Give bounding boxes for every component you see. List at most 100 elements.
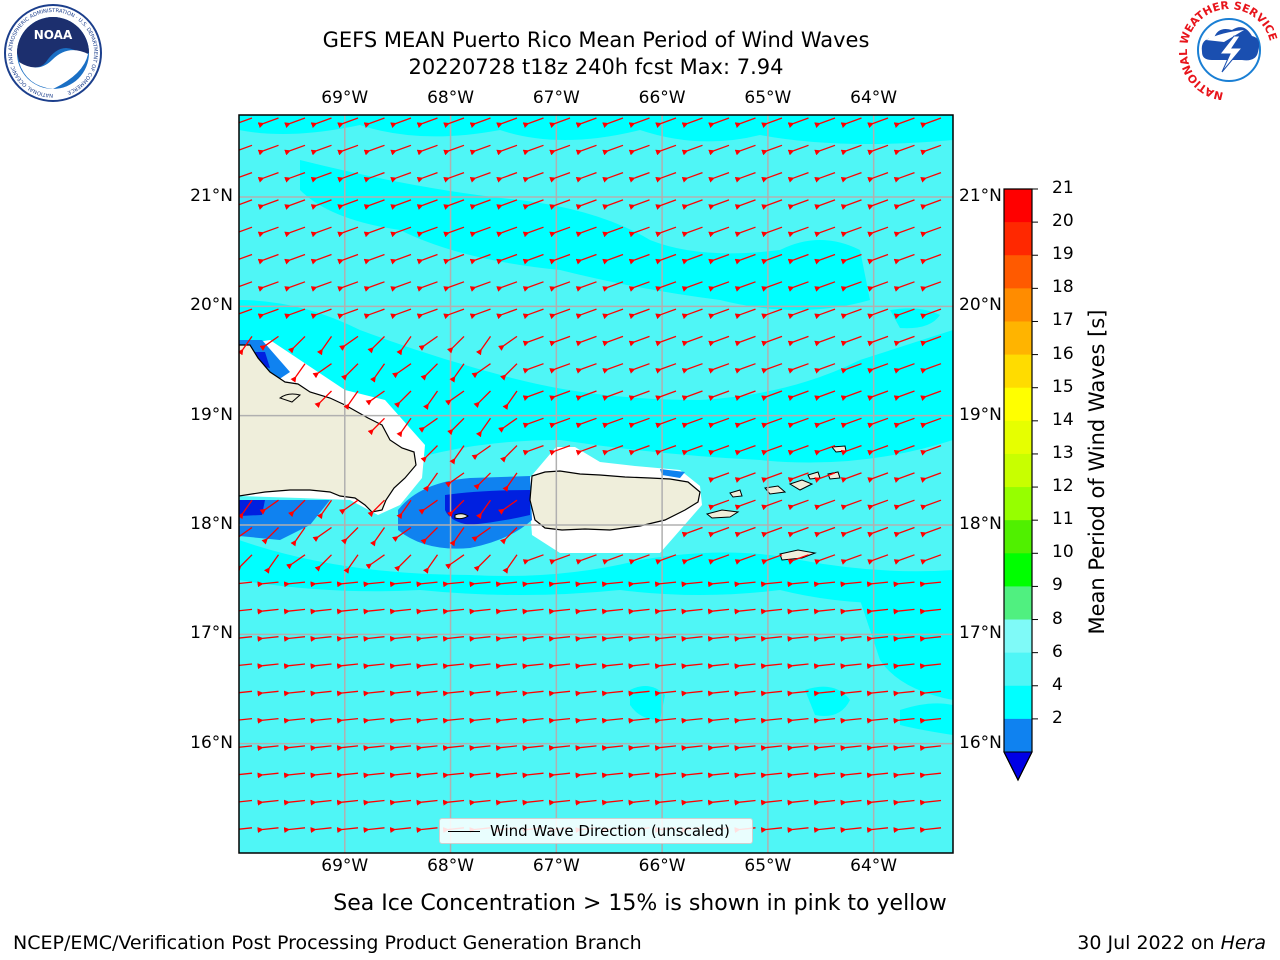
wave-direction-arrow (840, 171, 862, 183)
colorbar-swatch (1004, 288, 1032, 322)
wave-direction-arrow (469, 171, 491, 183)
wave-direction-arrow (787, 444, 809, 456)
wave-direction-arrow (522, 772, 544, 779)
wave-direction-arrow (866, 581, 889, 588)
wave-direction-arrow (363, 717, 385, 724)
wave-direction-arrow (787, 635, 809, 642)
wave-direction-arrow (239, 636, 253, 639)
wave-direction-arrow (475, 417, 492, 438)
wave-direction-arrow (442, 717, 465, 724)
footer-date: 30 Jul 2022 on Hera (1077, 932, 1266, 954)
wave-direction-arrow (707, 635, 730, 642)
colorbar-swatch (1004, 354, 1032, 389)
wave-direction-arrow (496, 253, 518, 265)
wave-direction-arrow (469, 717, 491, 724)
wave-direction-arrow (734, 363, 756, 374)
wave-direction-arrow (310, 253, 332, 265)
wave-direction-arrow (469, 663, 491, 670)
wave-direction-arrow (416, 745, 438, 752)
wave-direction-arrow (602, 417, 624, 429)
wave-direction-arrow (655, 363, 677, 374)
wave-direction-arrow (761, 526, 783, 538)
wave-direction-arrow (920, 499, 942, 511)
wave-direction-arrow (496, 171, 518, 183)
wave-direction-arrow (442, 799, 465, 806)
wave-direction-arrow (369, 363, 386, 383)
wave-direction-arrow (708, 117, 730, 129)
wave-direction-arrow (443, 308, 465, 320)
wave-direction-arrow (814, 526, 836, 538)
st-john-island (788, 479, 814, 491)
wave-direction-arrow (628, 117, 650, 129)
wave-direction-arrow (310, 581, 332, 588)
wave-direction-arrow (840, 281, 862, 292)
wave-direction-arrow (893, 171, 915, 183)
wave-direction-arrow (314, 390, 332, 408)
wave-direction-arrow (473, 390, 491, 408)
wave-direction-arrow (628, 690, 650, 697)
wave-direction-arrow (601, 745, 624, 752)
wave-direction-arrow (681, 390, 703, 402)
wave-direction-arrow (814, 390, 836, 402)
wave-direction-arrow (502, 554, 518, 574)
wave-direction-arrow (416, 308, 438, 320)
wave-direction-arrow (447, 335, 465, 354)
wave-direction-arrow (628, 444, 650, 456)
wave-direction-arrow (681, 554, 703, 565)
wave-direction-arrow (284, 226, 306, 238)
wave-direction-arrow (787, 799, 809, 806)
wave-direction-arrow (760, 663, 783, 670)
wave-direction-arrow (522, 308, 544, 320)
wave-direction-arrow (708, 199, 730, 210)
wave-direction-arrow (257, 117, 279, 129)
wave-direction-arrow (389, 827, 412, 833)
wave-direction-arrow (416, 827, 438, 833)
wave-direction-arrow (628, 144, 650, 156)
wave-direction-arrow (239, 827, 253, 830)
wave-direction-arrow (422, 554, 439, 574)
wave-direction-arrow (316, 336, 333, 356)
wave-direction-arrow (522, 335, 544, 347)
wave-direction-arrow (257, 199, 279, 210)
wave-direction-arrow (575, 253, 597, 265)
wave-direction-arrow (893, 799, 915, 806)
wave-direction-arrow (363, 117, 385, 129)
wave-direction-arrow (522, 690, 544, 697)
wave-direction-arrow (760, 635, 783, 642)
wave-direction-arrow (549, 417, 571, 429)
wave-direction-arrow (628, 772, 650, 779)
wave-direction-arrow (392, 526, 412, 543)
wave-direction-arrow (257, 608, 279, 615)
wave-direction-arrow (654, 772, 677, 779)
colorbar-swatch (1004, 222, 1032, 256)
wave-direction-arrow (336, 745, 359, 752)
wave-direction-arrow (787, 608, 809, 615)
wave-direction-arrow (495, 799, 518, 806)
wave-direction-arrow (549, 226, 571, 238)
wave-direction-arrow (390, 117, 412, 129)
wave-direction-arrow (257, 717, 279, 724)
wave-direction-arrow (734, 799, 756, 806)
wave-direction-arrow (389, 745, 412, 752)
wave-direction-arrow (337, 226, 359, 238)
wave-direction-arrow (787, 581, 809, 588)
wave-direction-arrow (343, 390, 359, 410)
wave-direction-arrow (337, 253, 359, 265)
wave-direction-arrow (761, 390, 783, 402)
wave-direction-arrow (396, 417, 412, 438)
wave-direction-arrow (416, 199, 438, 210)
wave-direction-arrow (813, 663, 836, 670)
wave-direction-arrow (310, 117, 332, 129)
wave-direction-arrow (761, 335, 783, 347)
wave-direction-arrow (734, 526, 756, 538)
wave-direction-arrow (601, 635, 624, 642)
wave-direction-arrow (290, 527, 306, 547)
wave-direction-arrow (681, 745, 703, 752)
wave-direction-arrow (363, 799, 385, 806)
wave-direction-arrow (628, 171, 650, 183)
wave-direction-arrow (363, 690, 385, 697)
wave-direction-arrow (761, 226, 783, 238)
wave-direction-arrow (469, 690, 491, 697)
wave-direction-arrow (239, 717, 253, 721)
